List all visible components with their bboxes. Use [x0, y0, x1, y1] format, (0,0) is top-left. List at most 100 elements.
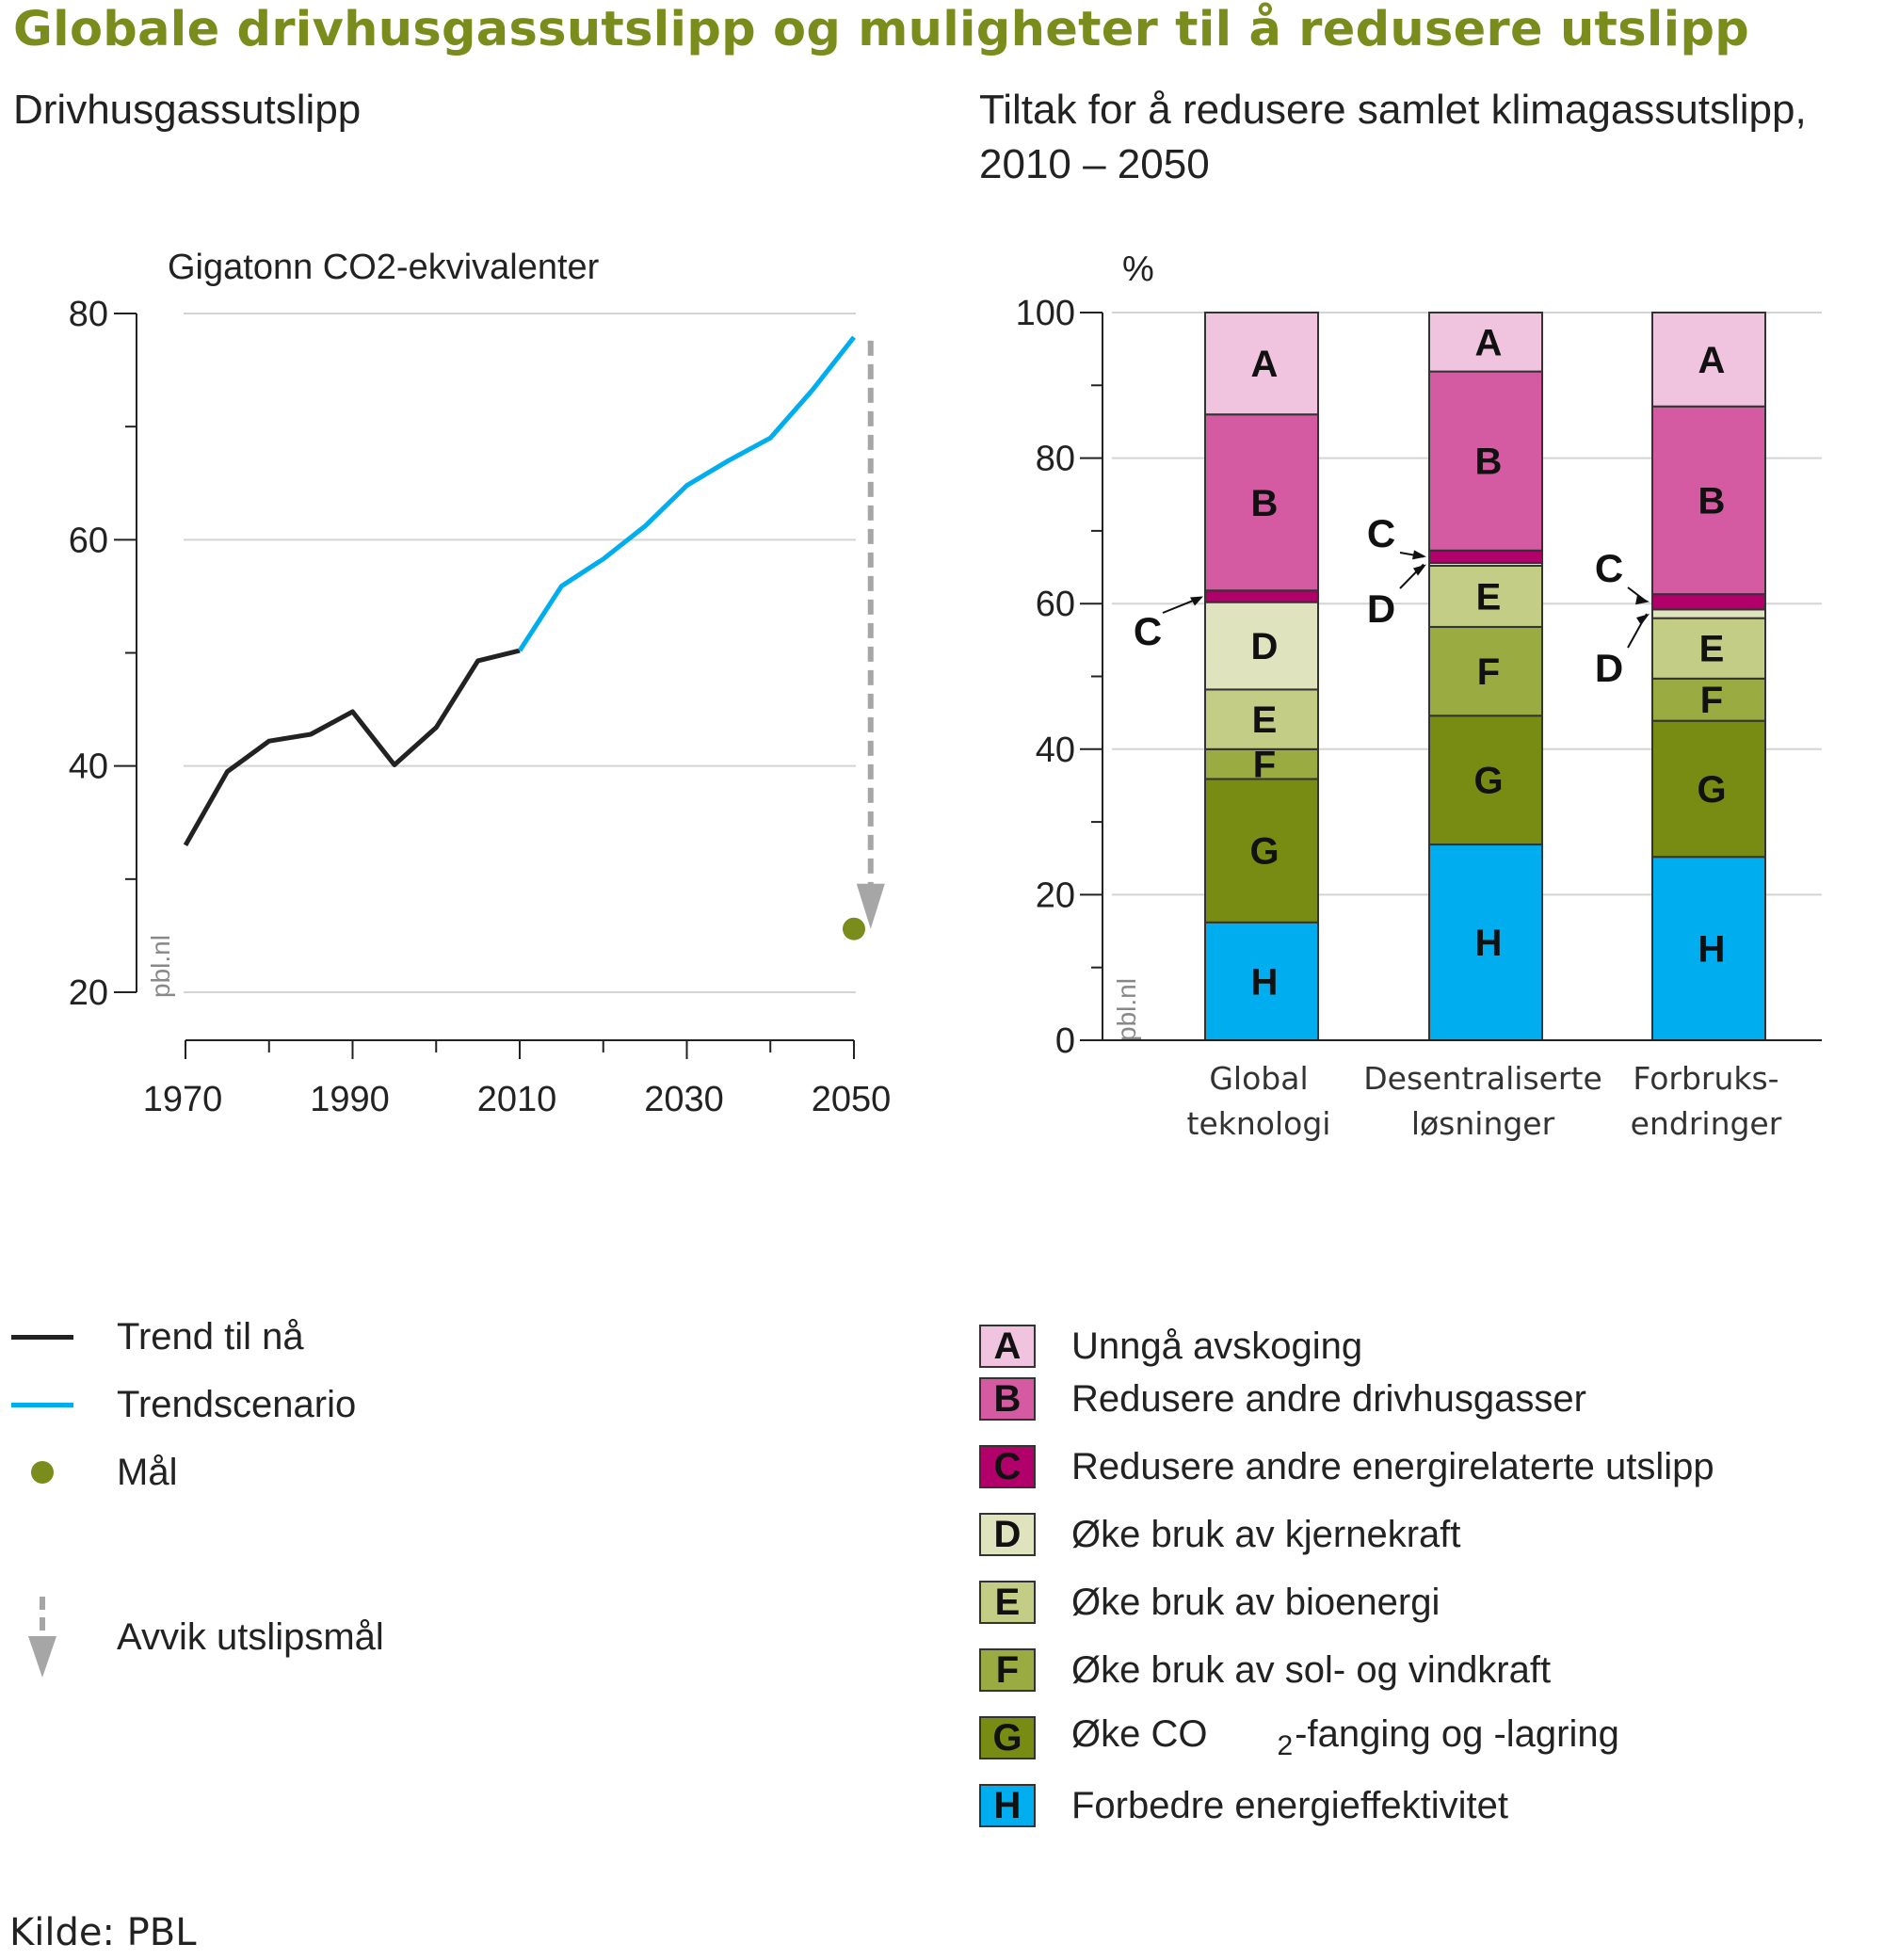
y-tick-label: 0 [1055, 1021, 1075, 1061]
x-category-label: løsninger [1411, 1105, 1555, 1142]
legend-label: Øke bruk av bioenergi [1071, 1581, 1440, 1623]
bar-segment-label: H [1251, 961, 1279, 1003]
bar-segment [1204, 778, 1319, 924]
legend-swatch: C [979, 1445, 1036, 1488]
legend-item: A Unngå avskoging [979, 1318, 1362, 1374]
bar-segment [1428, 565, 1543, 628]
y-tick-label: 20 [69, 973, 108, 1013]
bar-segment [1204, 921, 1319, 1041]
callout-label: D [1367, 586, 1395, 631]
gap-arrow-head [856, 883, 885, 929]
bar-segment [1204, 589, 1319, 603]
y-tick-label: 80 [69, 295, 108, 334]
legend-label: Trendscenario [117, 1383, 357, 1425]
callout-label: D [1595, 646, 1623, 690]
bar-segment [1651, 312, 1766, 408]
bar-segment-label: A [1475, 322, 1503, 363]
x-tick-label: 1970 [143, 1080, 223, 1119]
callout-arrowhead [1413, 564, 1426, 576]
y-axis-label: % [1122, 249, 1154, 289]
bar-segment [1204, 601, 1319, 691]
callout-arrowhead [1412, 550, 1426, 560]
bar-segment-label: B [1698, 480, 1726, 522]
bar-segment [1651, 405, 1766, 596]
y-axis-label: Gigatonn CO2-ekvivalenter [168, 248, 600, 287]
legend-swatch: B [979, 1377, 1036, 1421]
y-tick-label: 20 [1036, 876, 1075, 915]
bar-segment-label: E [1476, 576, 1502, 618]
callout-arrowhead [1190, 596, 1203, 606]
legend-item: E Øke bruk av bioenergi [979, 1574, 1440, 1631]
bar-segment [1651, 617, 1766, 680]
y-tick-label: 80 [1036, 440, 1075, 479]
legend-item: Mål [11, 1444, 177, 1501]
legend-item: B Redusere andre drivhusgasser [979, 1371, 1586, 1427]
legend-swatch: H [979, 1784, 1036, 1827]
watermark: pbl.nl [146, 935, 175, 998]
legend-label: Øke CO 2-fanging og -lagring [1071, 1713, 1619, 1762]
legend-label: Øke bruk av kjernekraft [1071, 1513, 1461, 1555]
bar-segment [1428, 715, 1543, 846]
callout-label: C [1595, 546, 1623, 590]
legend-item: Avvik utslipsmål [11, 1595, 384, 1679]
callout-label: C [1367, 511, 1395, 555]
bar-segment-label: H [1475, 923, 1503, 964]
bar-segment-label: F [1700, 680, 1723, 721]
legend-item: C Redusere andre energirelaterte utslipp [979, 1438, 1714, 1495]
bar-segment [1204, 688, 1319, 750]
source-note: Kilde: PBL [9, 1911, 197, 1954]
bar-segment [1651, 608, 1766, 619]
legend-label: Mål [117, 1451, 178, 1493]
bar-segment [1428, 370, 1543, 552]
bar-segment [1428, 312, 1543, 373]
series-line [517, 335, 856, 652]
bar-segment-label: G [1697, 769, 1726, 811]
legend-label: Redusere andre energirelaterte utslipp [1071, 1445, 1714, 1487]
watermark: pbl.nl [1112, 978, 1141, 1041]
line-chart: Gigatonn CO2-ekvivalenter 20 40 60 80 1970 199… [69, 248, 892, 1119]
bar-segment-label: F [1253, 745, 1276, 786]
legend-label: Redusere andre drivhusgasser [1071, 1377, 1586, 1420]
bar-segment-label: E [1252, 699, 1278, 741]
bar-segment-label: H [1698, 929, 1726, 971]
legend-item: H Forbedre energieffektivitet [979, 1777, 1508, 1834]
legend-item: D Øke bruk av kjernekraft [979, 1506, 1461, 1563]
legend-item: Trendscenario [11, 1376, 356, 1433]
bar-chart-title: Tiltak for å redusere samlet klimagassut… [979, 87, 1807, 187]
series-line [183, 648, 521, 847]
bar-segment-label: G [1473, 761, 1503, 802]
bar-segment [1428, 843, 1543, 1041]
y-tick-label: 60 [1036, 585, 1075, 624]
line-chart-title: Drivhusgassutslipp [13, 87, 362, 133]
main-title: Globale drivhusgassutslipp og muligheter… [13, 2, 1750, 57]
x-tick-label: 2030 [644, 1080, 724, 1119]
bar-segment [1651, 593, 1766, 611]
bar-segment-label: B [1251, 483, 1279, 524]
legend-label-part: -fanging og -lagring [1295, 1713, 1619, 1755]
legend-swatch: D [979, 1513, 1036, 1556]
legend-label-part: Øke CO [1071, 1713, 1208, 1755]
legend-dot-swatch [31, 1461, 54, 1484]
x-tick-label: 2010 [477, 1080, 557, 1119]
legend-swatch: E [979, 1581, 1036, 1624]
bar-segment-label: B [1475, 442, 1503, 483]
bar-segment-label: E [1699, 629, 1725, 670]
y-tick-label: 60 [69, 521, 108, 560]
legend-label: Øke bruk av sol- og vindkraft [1071, 1648, 1552, 1691]
legend-swatch: A [979, 1325, 1036, 1368]
legend-label: Forbedre energieffektivitet [1071, 1784, 1508, 1826]
bar-segment-label: G [1249, 831, 1279, 873]
y-tick-label: 100 [1016, 294, 1075, 333]
legend-line-swatch [11, 1334, 73, 1340]
legend-swatch: F [979, 1648, 1036, 1692]
x-category-label: teknologi [1187, 1105, 1331, 1142]
bar-segment [1651, 856, 1766, 1041]
callout-arrowhead [1636, 614, 1650, 626]
target-point [843, 917, 865, 940]
callout-label: C [1134, 609, 1162, 653]
x-tick-label: 2050 [812, 1080, 892, 1119]
callout-arrowhead [1635, 595, 1650, 605]
bar-segment [1204, 747, 1319, 780]
legend-line-swatch [11, 1402, 73, 1407]
